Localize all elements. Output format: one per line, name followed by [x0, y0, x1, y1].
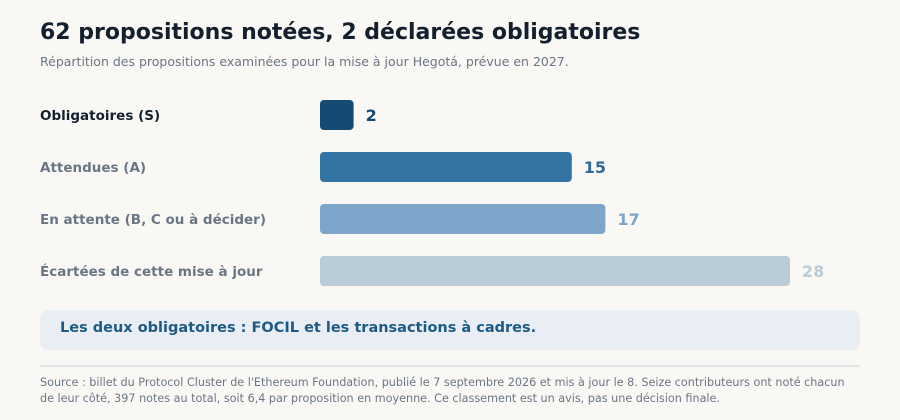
- bar: [320, 152, 572, 182]
- bar: [320, 204, 606, 234]
- category-label: Attendues (A): [40, 160, 146, 176]
- value-label: 28: [802, 262, 824, 281]
- page-subtitle: Répartition des propositions examinées p…: [40, 54, 569, 69]
- category-label: Obligatoires (S): [40, 108, 160, 124]
- category-label: Écartées de cette mise à jour: [40, 263, 263, 280]
- bar: [320, 100, 354, 130]
- value-label: 17: [617, 210, 639, 229]
- divider: [40, 365, 860, 367]
- bar: [320, 256, 790, 286]
- page-title: 62 propositions notées, 2 déclarées obli…: [40, 20, 641, 45]
- callout-box: Les deux obligatoires : FOCIL et les tra…: [40, 310, 860, 350]
- bar-chart: Obligatoires (S) 2 Attendues (A) 15 En atten…: [40, 100, 824, 286]
- callout-text: Les deux obligatoires : FOCIL et les tra…: [60, 320, 537, 336]
- value-label: 15: [584, 158, 606, 177]
- value-label: 2: [366, 106, 377, 125]
- source-note: Source : billet du Protocol Cluster de l…: [40, 376, 845, 405]
- category-label: En attente (B, C ou à décider): [40, 212, 266, 228]
